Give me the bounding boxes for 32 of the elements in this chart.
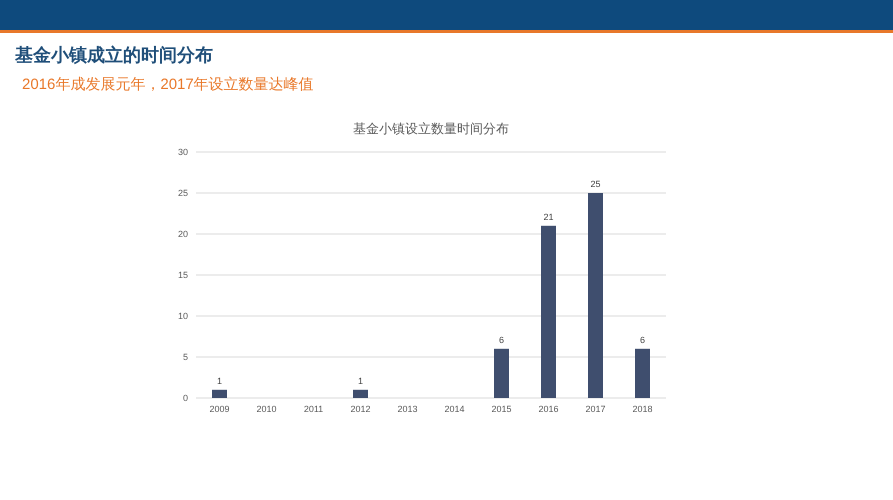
y-tick-label: 25 (178, 188, 188, 198)
data-label: 1 (358, 376, 364, 386)
bar (353, 390, 368, 398)
y-tick-label: 0 (182, 393, 188, 403)
bar (212, 390, 227, 398)
y-tick-label: 20 (178, 229, 188, 239)
y-tick-label: 15 (178, 270, 188, 280)
x-tick-label: 2015 (491, 404, 512, 414)
bar (588, 193, 603, 398)
x-tick-label: 2013 (397, 404, 418, 414)
bar (635, 348, 650, 398)
x-tick-label: 2014 (444, 404, 465, 414)
data-label: 6 (640, 334, 646, 345)
x-tick-label: 2011 (304, 404, 324, 414)
y-tick-label: 10 (178, 311, 188, 321)
y-tick-label: 5 (182, 352, 188, 362)
data-label: 6 (498, 334, 504, 345)
x-tick-label: 2010 (256, 404, 277, 414)
data-label: 25 (590, 179, 601, 189)
bar (494, 348, 509, 398)
x-tick-label: 2009 (209, 404, 230, 414)
data-label: 1 (216, 376, 222, 386)
text: 基金小镇设立数量时间分布 (353, 121, 509, 136)
x-tick-label: 2012 (350, 404, 371, 414)
x-tick-label: 2018 (632, 404, 653, 414)
x-tick-label: 2017 (585, 404, 606, 414)
chart-subtitle: 2016年成发展元年，2017年设立数量达峰值 (22, 76, 314, 93)
data-label: 21 (543, 212, 554, 222)
chart-title: 基金小镇成立的时间分布 (14, 45, 213, 65)
bar (541, 226, 556, 398)
x-tick-label: 2016 (538, 404, 559, 414)
y-tick-label: 30 (178, 147, 188, 157)
